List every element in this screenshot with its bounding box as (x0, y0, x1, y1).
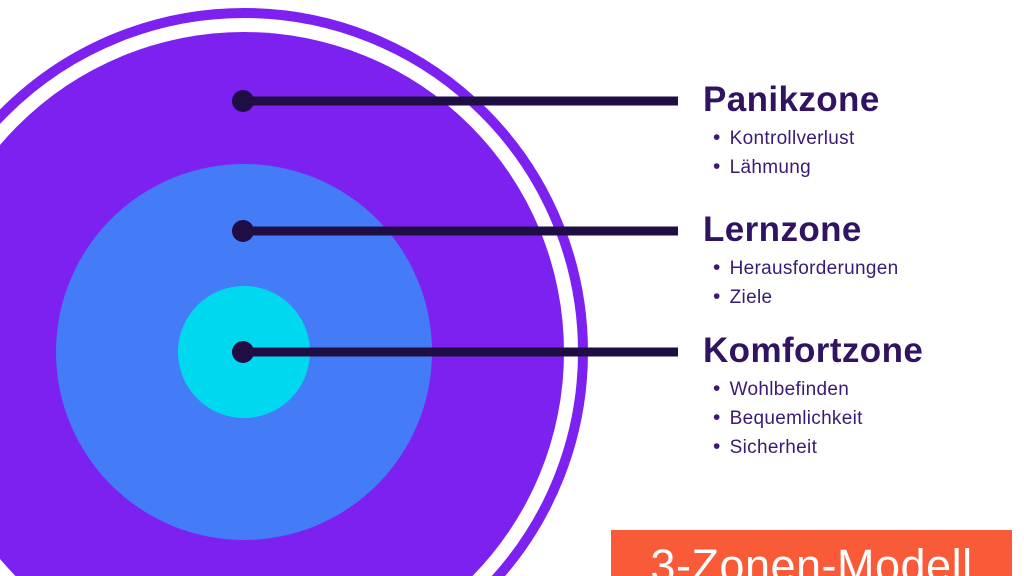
panikzone-bullet-list: • Kontrollverlust • Lähmung (703, 126, 880, 184)
list-item: • Kontrollverlust (713, 126, 880, 155)
list-item: • Herausforderungen (713, 256, 898, 285)
komfortzone-connector-dot (232, 341, 254, 363)
list-item: • Ziele (713, 285, 898, 314)
bullet-icon: • (713, 377, 721, 400)
bullet-icon: • (713, 155, 721, 178)
list-item: • Lähmung (713, 155, 880, 184)
list-item: • Wohlbefinden (713, 377, 923, 406)
bullet-icon: • (713, 435, 721, 458)
komfortzone-label-group: Komfortzone • Wohlbefinden • Bequemlichk… (703, 333, 923, 464)
komfortzone-title: Komfortzone (703, 331, 924, 370)
lernzone-label-group: Lernzone • Herausforderungen • Ziele (703, 212, 898, 314)
komfortzone-bullet-list: • Wohlbefinden • Bequemlichkeit • Sicher… (703, 377, 923, 464)
bullet-label: Wohlbefinden (729, 379, 850, 400)
bullet-label: Herausforderungen (729, 258, 899, 279)
lernzone-bullet-list: • Herausforderungen • Ziele (703, 256, 898, 314)
bullet-label: Kontrollverlust (729, 128, 855, 149)
bullet-label: Lähmung (729, 157, 811, 178)
bullet-label: Ziele (729, 287, 773, 308)
title-badge-label: 3-Zonen-Modell (650, 540, 973, 576)
title-badge: 3-Zonen-Modell (611, 530, 1012, 576)
bullet-icon: • (713, 406, 721, 429)
panikzone-connector-dot (232, 90, 254, 112)
bullet-icon: • (713, 126, 721, 149)
lernzone-connector-dot (232, 220, 254, 242)
lernzone-title: Lernzone (703, 210, 862, 249)
bullet-label: Bequemlichkeit (729, 408, 863, 429)
bullet-icon: • (713, 285, 721, 308)
list-item: • Sicherheit (713, 435, 923, 464)
bullet-label: Sicherheit (729, 437, 818, 458)
panikzone-title: Panikzone (703, 80, 880, 119)
bullet-icon: • (713, 256, 721, 279)
list-item: • Bequemlichkeit (713, 406, 923, 435)
panikzone-label-group: Panikzone • Kontrollverlust • Lähmung (703, 82, 880, 184)
